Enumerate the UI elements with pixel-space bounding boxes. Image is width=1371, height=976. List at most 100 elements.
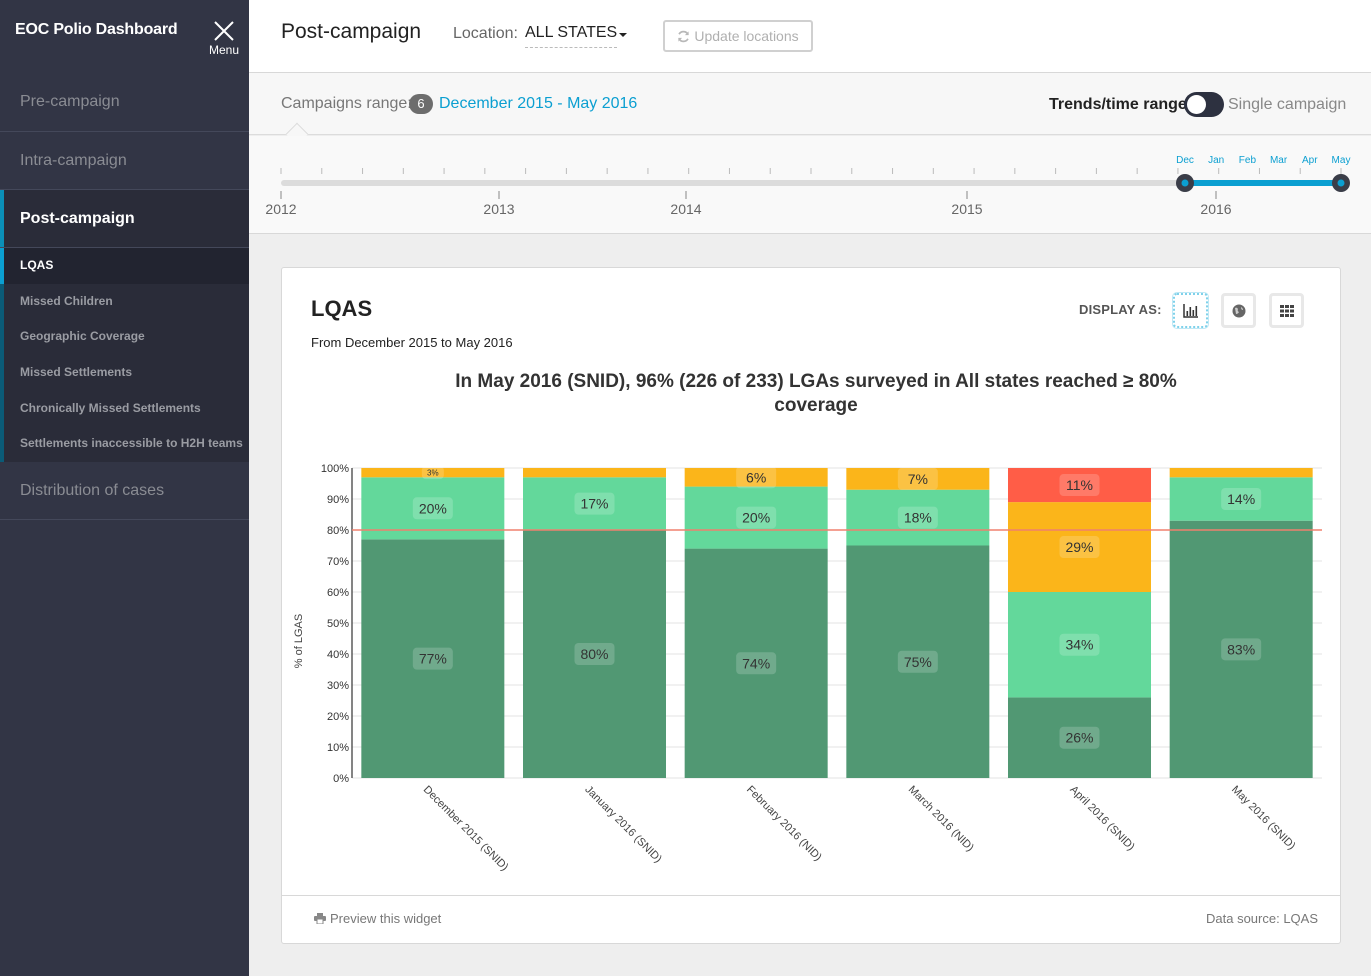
x-tick-label: January 2016 (SNID) (582, 784, 664, 866)
data-label-bg (1221, 638, 1262, 661)
timeline-month-label: Jan (1208, 155, 1224, 166)
data-label: 20% (419, 500, 447, 516)
sidebar-subitem-missed-children[interactable]: Missed Children (20, 293, 113, 308)
bar-segment (1169, 477, 1313, 521)
bar-chart-icon (1182, 303, 1198, 318)
data-label: 3% (427, 469, 439, 478)
globe-icon (1232, 304, 1245, 317)
printer-icon (314, 913, 326, 924)
timeline-end-handle[interactable] (1332, 174, 1350, 192)
data-label: 29% (1065, 539, 1093, 555)
bar-segment (361, 468, 505, 478)
sidebar-item-pre-campaign[interactable]: Pre-campaign (20, 93, 120, 110)
timeline-slider: 2012 2013 2014 2015 2016 Dec Jan Feb Mar Apr May (249, 136, 1371, 234)
data-label: 11% (1066, 477, 1093, 493)
bar-segment (846, 545, 990, 778)
y-tick-label: 90% (327, 494, 349, 506)
bar-segment (684, 486, 828, 549)
display-as-label: DISPLAY AS: (1079, 302, 1162, 317)
data-label-bg (897, 650, 938, 673)
bar-segment (523, 530, 666, 778)
data-label-bg (736, 466, 777, 489)
timeline-track (281, 180, 1341, 186)
campaign-range-bar: Campaigns range: 6 December 2015 - May 2… (249, 73, 1371, 146)
top-header: Post-campaign Location: ALL STATES Updat… (249, 0, 1371, 73)
timeline-month-label: Dec (1176, 155, 1194, 166)
data-label-bg (421, 466, 444, 480)
data-label-bg (1221, 488, 1262, 510)
lqas-stacked-bar-chart: In May 2016 (SNID), 96% (226 of 233) LGA… (293, 371, 1322, 873)
handle-inner (1181, 179, 1189, 187)
x-tick-label: March 2016 (NID) (906, 784, 976, 854)
sidebar-subitem-geographic-coverage[interactable]: Geographic Coverage (20, 329, 145, 344)
update-locations-button[interactable]: Update locations (663, 20, 813, 52)
bar-segment (523, 468, 666, 478)
y-tick-label: 20% (327, 711, 349, 723)
data-source-label: Data source: LQAS (1206, 911, 1318, 926)
timeline-month-label: Apr (1302, 155, 1318, 166)
preview-widget-link[interactable]: Preview this widget (314, 911, 441, 926)
data-label: 34% (1065, 637, 1093, 653)
location-dropdown[interactable]: ALL STATES (525, 24, 618, 48)
data-label: 14% (1227, 491, 1255, 507)
menu-toggle-button[interactable]: Menu (205, 20, 243, 57)
data-label-bg (897, 467, 938, 490)
y-tick-label: 100% (321, 463, 349, 475)
bar-segment (361, 539, 505, 778)
trends-time-range-label[interactable]: Trends/time range (1049, 96, 1187, 113)
sidebar-item-distribution-of-cases[interactable]: Distribution of cases (0, 462, 249, 521)
data-label-bg (574, 492, 615, 515)
mode-toggle-switch[interactable] (1184, 92, 1224, 117)
data-label-bg (736, 652, 777, 675)
update-locations-label: Update locations (694, 28, 799, 44)
y-tick-label: 70% (327, 556, 349, 568)
bar-segment (1169, 468, 1313, 478)
y-tick-label: 60% (327, 587, 349, 599)
y-axis-label: % of LGAS (293, 614, 305, 668)
bar-segment (1008, 468, 1151, 503)
campaigns-range-value[interactable]: December 2015 - May 2016 (439, 95, 638, 112)
data-label: 20% (742, 510, 770, 526)
handle-inner (1337, 179, 1345, 187)
sidebar-subitem-chronically-missed[interactable]: Chronically Missed Settlements (20, 400, 201, 415)
location-label: Location: (453, 25, 518, 42)
data-label-bg (412, 647, 453, 670)
data-label-bg (574, 643, 615, 665)
y-tick-label: 10% (327, 742, 349, 754)
single-campaign-label[interactable]: Single campaign (1228, 96, 1347, 113)
timeline-svg: 2012 2013 2014 2015 2016 Dec Jan Feb Mar Apr May (265, 155, 1350, 217)
x-tick-label: May 2016 (SNID) (1229, 784, 1298, 853)
sidebar-subitem-lqas[interactable]: LQAS (0, 248, 249, 284)
caret-down-icon[interactable] (619, 33, 627, 37)
data-label: 83% (1227, 641, 1255, 657)
display-table-button[interactable] (1269, 293, 1304, 328)
display-map-button[interactable] (1221, 293, 1256, 328)
sidebar-subitem-inaccessible-settlements[interactable]: Settlements inaccessible to H2H teams (20, 436, 243, 451)
timeline-selected-range (1185, 180, 1341, 186)
timeline-year-label: 2016 (1200, 201, 1231, 217)
timeline-start-handle[interactable] (1176, 174, 1194, 192)
widget-title: LQAS (311, 296, 373, 321)
lqas-widget: LQAS From December 2015 to May 2016 DISP… (281, 267, 1341, 944)
data-label-bg (412, 497, 453, 520)
bar-segment (846, 489, 990, 546)
app-title: EOC Polio Dashboard (15, 21, 178, 38)
data-label: 7% (908, 471, 928, 487)
campaigns-count-badge: 6 (409, 94, 433, 114)
y-tick-label: 50% (327, 618, 349, 630)
data-label: 18% (904, 510, 932, 526)
widget-footer: Preview this widget Data source: LQAS (282, 895, 1340, 943)
bar-segment (846, 468, 990, 490)
data-label-bg (897, 506, 938, 529)
sidebar-subitem-missed-settlements[interactable]: Missed Settlements (20, 365, 133, 380)
timeline-month-label: Mar (1270, 155, 1288, 166)
bar-segment (1008, 592, 1151, 698)
toggle-knob (1187, 95, 1206, 114)
widget-subtitle: From December 2015 to May 2016 (311, 335, 513, 350)
timeline-year-label: 2014 (670, 201, 701, 217)
timeline-year-label: 2015 (951, 201, 982, 217)
display-bar-chart-button[interactable] (1173, 293, 1208, 328)
timeline-year-label: 2013 (483, 201, 514, 217)
sidebar-item-intra-campaign[interactable]: Intra-campaign (0, 131, 249, 189)
sidebar-item-post-campaign[interactable]: Post-campaign (0, 189, 249, 247)
